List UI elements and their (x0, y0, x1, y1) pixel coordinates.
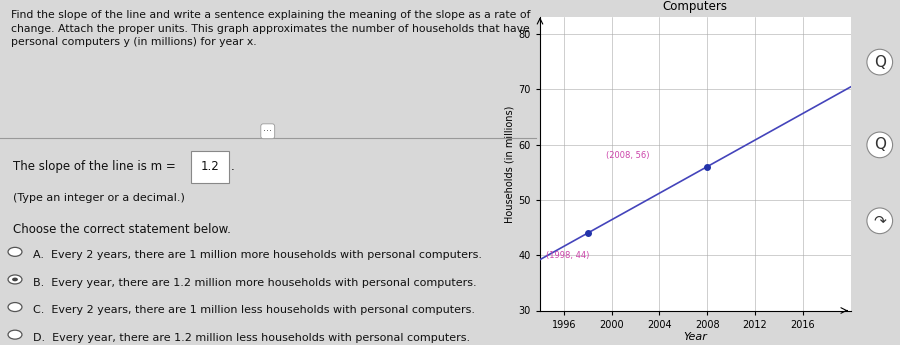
Text: Find the slope of the line and write a sentence explaining the meaning of the sl: Find the slope of the line and write a s… (11, 10, 530, 47)
Text: Q: Q (874, 137, 886, 152)
Text: C.  Every 2 years, there are 1 million less households with personal computers.: C. Every 2 years, there are 1 million le… (33, 305, 475, 315)
Text: .: . (230, 160, 234, 174)
Text: Choose the correct statement below.: Choose the correct statement below. (14, 223, 231, 236)
Text: The slope of the line is m =: The slope of the line is m = (14, 160, 176, 174)
Text: D.  Every year, there are 1.2 million less households with personal computers.: D. Every year, there are 1.2 million les… (33, 333, 471, 343)
Text: A.  Every 2 years, there are 1 million more households with personal computers.: A. Every 2 years, there are 1 million mo… (33, 250, 482, 260)
Text: ↷: ↷ (873, 213, 886, 228)
X-axis label: Year: Year (683, 332, 707, 342)
Circle shape (12, 278, 18, 281)
Title: Households with Personal
Computers: Households with Personal Computers (619, 0, 771, 13)
Text: (2008, 56): (2008, 56) (606, 151, 649, 160)
Circle shape (8, 303, 22, 312)
Y-axis label: Households (in millions): Households (in millions) (504, 105, 515, 223)
Text: B.  Every year, there are 1.2 million more households with personal computers.: B. Every year, there are 1.2 million mor… (33, 278, 477, 288)
Circle shape (8, 275, 22, 284)
Circle shape (8, 330, 22, 339)
Text: 1.2: 1.2 (201, 160, 220, 174)
Circle shape (8, 247, 22, 256)
Text: Q: Q (874, 55, 886, 70)
Text: (1998, 44): (1998, 44) (546, 251, 590, 260)
Text: (Type an integer or a decimal.): (Type an integer or a decimal.) (14, 193, 185, 203)
Text: ···: ··· (263, 126, 272, 136)
